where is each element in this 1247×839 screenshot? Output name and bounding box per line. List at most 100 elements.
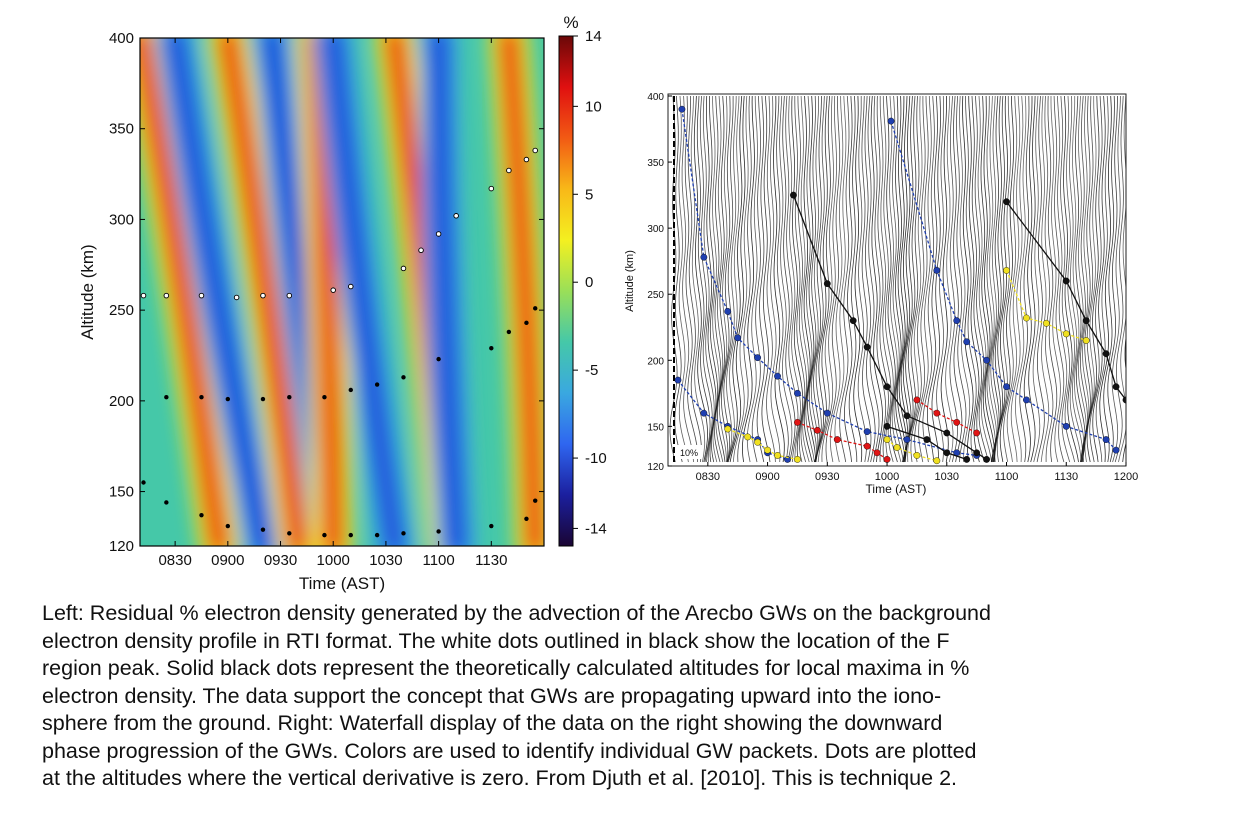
gw-packet-dot (933, 457, 941, 465)
x-tick-label: 1000 (875, 471, 899, 483)
waterfall-trace (959, 95, 971, 463)
waterfall-trace (821, 95, 837, 463)
waterfall-trace (807, 95, 816, 463)
x-tick-label: 0830 (696, 471, 720, 483)
heatmap-frame (139, 37, 545, 547)
waterfall-trace (1053, 95, 1065, 463)
waterfall-trace (952, 95, 963, 463)
colorbar-tick-label: 14 (585, 28, 602, 45)
gw-packet-line (681, 109, 977, 457)
caption-line: region peak. Solid black dots represent … (42, 656, 970, 680)
waterfall-trace (761, 95, 771, 463)
gw-packet-dot (1102, 350, 1110, 358)
waterfall-trace (1081, 95, 1091, 463)
gw-packet-dot (1062, 277, 1070, 285)
waterfall-trace (1114, 95, 1124, 463)
y-tick-label: 300 (647, 224, 664, 235)
colorbar-tick-label: 5 (585, 186, 593, 203)
waterfall-trace (1079, 95, 1089, 463)
gw-packet-dot (923, 436, 931, 443)
y-tick-label: 400 (109, 30, 134, 47)
f-region-peak-dot (506, 167, 512, 174)
waterfall-trace (853, 95, 863, 463)
waterfall-trace (974, 95, 989, 463)
y-tick-label: 200 (109, 393, 134, 410)
waterfall-trace (674, 95, 683, 463)
local-maximum-dot (348, 387, 353, 393)
waterfall-trace (729, 95, 746, 463)
waterfall-trace (797, 95, 808, 463)
waterfall-trace (1032, 95, 1041, 463)
waterfall-trace (715, 95, 724, 463)
waterfall-trace (1074, 95, 1086, 463)
gw-packet-dot (893, 444, 901, 451)
y-tick-label: 150 (109, 484, 134, 501)
gw-packet-dot (1023, 314, 1030, 322)
gw-packet-dot (1198, 432, 1204, 438)
waterfall-trace (980, 95, 994, 463)
waterfall-trace (1050, 96, 1061, 463)
waterfall-trace (902, 95, 914, 463)
gw-packet-dot (1062, 330, 1070, 338)
waterfall-trace (737, 95, 752, 463)
gw-packet-dot (973, 429, 981, 437)
waterfall-trace (882, 95, 894, 463)
waterfall-trace (716, 95, 726, 463)
gw-packet-dot (724, 425, 732, 433)
y-tick-label: 120 (647, 462, 664, 473)
waterfall-trace (788, 95, 801, 463)
y-tick-label: 300 (109, 211, 134, 228)
figure-caption: Left: Residual % electron density genera… (42, 600, 1237, 793)
right-y-axis-label: Altitude (km) (624, 250, 636, 312)
local-maximum-dot (489, 346, 494, 351)
waterfall-trace (895, 95, 906, 463)
y-tick-label: 150 (647, 422, 664, 433)
waterfall-trace (779, 95, 793, 463)
waterfall-trace (971, 95, 985, 463)
waterfall-trace (999, 95, 1014, 463)
waterfall-trace (914, 95, 929, 463)
gw-packet-dot (1112, 446, 1120, 454)
waterfall-trace (996, 96, 1012, 463)
f-region-peak-dot (418, 247, 424, 254)
x-tick-label: 0930 (815, 471, 839, 483)
waterfall-trace (931, 95, 941, 462)
local-maximum-dot (164, 500, 169, 505)
waterfall-trace (986, 96, 997, 463)
f-region-peak-dot (330, 287, 336, 293)
waterfall-trace (776, 95, 789, 463)
local-maximum-dot (225, 523, 231, 529)
gw-packet-dot (883, 422, 891, 430)
waterfall-trace (1111, 95, 1121, 463)
waterfall-trace (696, 95, 711, 463)
waterfall-trace (829, 95, 844, 463)
negative-residual-band (165, 38, 273, 546)
waterfall-trace (990, 95, 1000, 463)
caption-line: electron density. The data support the c… (42, 683, 942, 708)
gw-packet-dot (903, 412, 911, 420)
gw-packet-dot (774, 452, 781, 459)
gw-packet-dot (887, 117, 895, 125)
local-maximum-dot (348, 532, 353, 538)
left-x-axis-label: Time (AST) (299, 574, 385, 593)
local-maximum-dot (401, 375, 406, 380)
local-maximum-dot (322, 532, 327, 538)
local-maximum-dot (199, 512, 204, 518)
waterfall-trace (994, 95, 1008, 463)
local-maximum-dot (287, 531, 292, 536)
caption-line: electron density profile in RTI format. … (42, 628, 950, 653)
waterfall-trace (690, 95, 706, 463)
colorbar-unit-label: % (563, 13, 578, 32)
gw-packet-dot (933, 267, 941, 274)
waterfall-trace (702, 95, 715, 462)
waterfall-trace (825, 96, 841, 463)
gw-packet-dot (973, 449, 981, 457)
waterfall-trace (864, 95, 876, 463)
f-region-peak-dot (286, 292, 293, 299)
waterfall-trace (1028, 95, 1036, 463)
waterfall-trace (1036, 95, 1045, 463)
gw-packet-dot (963, 338, 971, 346)
x-tick-label: 1130 (1054, 471, 1078, 483)
local-maximum-dot (260, 396, 266, 402)
gw-packet-dot (913, 452, 921, 459)
